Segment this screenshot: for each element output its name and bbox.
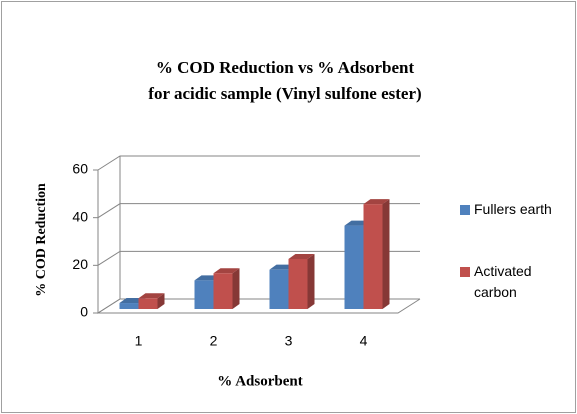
x-axis-label: % Adsorbent [217, 373, 302, 389]
y-tick-label: 20 [72, 256, 88, 272]
floor-line [98, 298, 421, 314]
bar [344, 225, 364, 309]
grid-line [97, 298, 420, 314]
legend-swatch [460, 205, 470, 215]
bar-top [288, 253, 315, 259]
bar [138, 298, 158, 309]
y-tick-label: 60 [72, 161, 88, 177]
bar-side [232, 268, 240, 309]
y-tick-label: 0 [80, 304, 88, 320]
bar [363, 204, 383, 309]
legend-item: Activated carbon [474, 263, 532, 300]
chart-title: % COD Reduction vs % Adsorbent [156, 58, 415, 77]
grid-line [97, 155, 420, 171]
y-axis-label: % COD Reduction [34, 183, 49, 297]
bar-top [363, 199, 390, 205]
x-tick-label: 3 [285, 333, 293, 349]
bar-side [382, 199, 390, 309]
bar [288, 258, 308, 309]
bar-top [138, 293, 165, 299]
bar [119, 303, 139, 309]
grid-line [97, 250, 420, 266]
bar-top [213, 268, 240, 274]
legend-item: Fullers earth [474, 201, 552, 217]
x-tick-label: 2 [210, 333, 218, 349]
bar [269, 269, 289, 309]
legend-swatch [460, 267, 470, 277]
chart-title: for acidic sample (Vinyl sulfone ester) [148, 84, 421, 103]
grid-line [97, 203, 420, 219]
x-tick-label: 4 [360, 333, 368, 349]
bar [194, 280, 214, 309]
bar-side [157, 293, 165, 309]
bar [213, 273, 233, 309]
bar-side [307, 253, 315, 309]
x-tick-label: 1 [135, 333, 143, 349]
y-tick-label: 40 [72, 208, 88, 224]
legend-label: Activated carbon [474, 263, 532, 300]
legend-label: Fullers earth [474, 201, 552, 217]
